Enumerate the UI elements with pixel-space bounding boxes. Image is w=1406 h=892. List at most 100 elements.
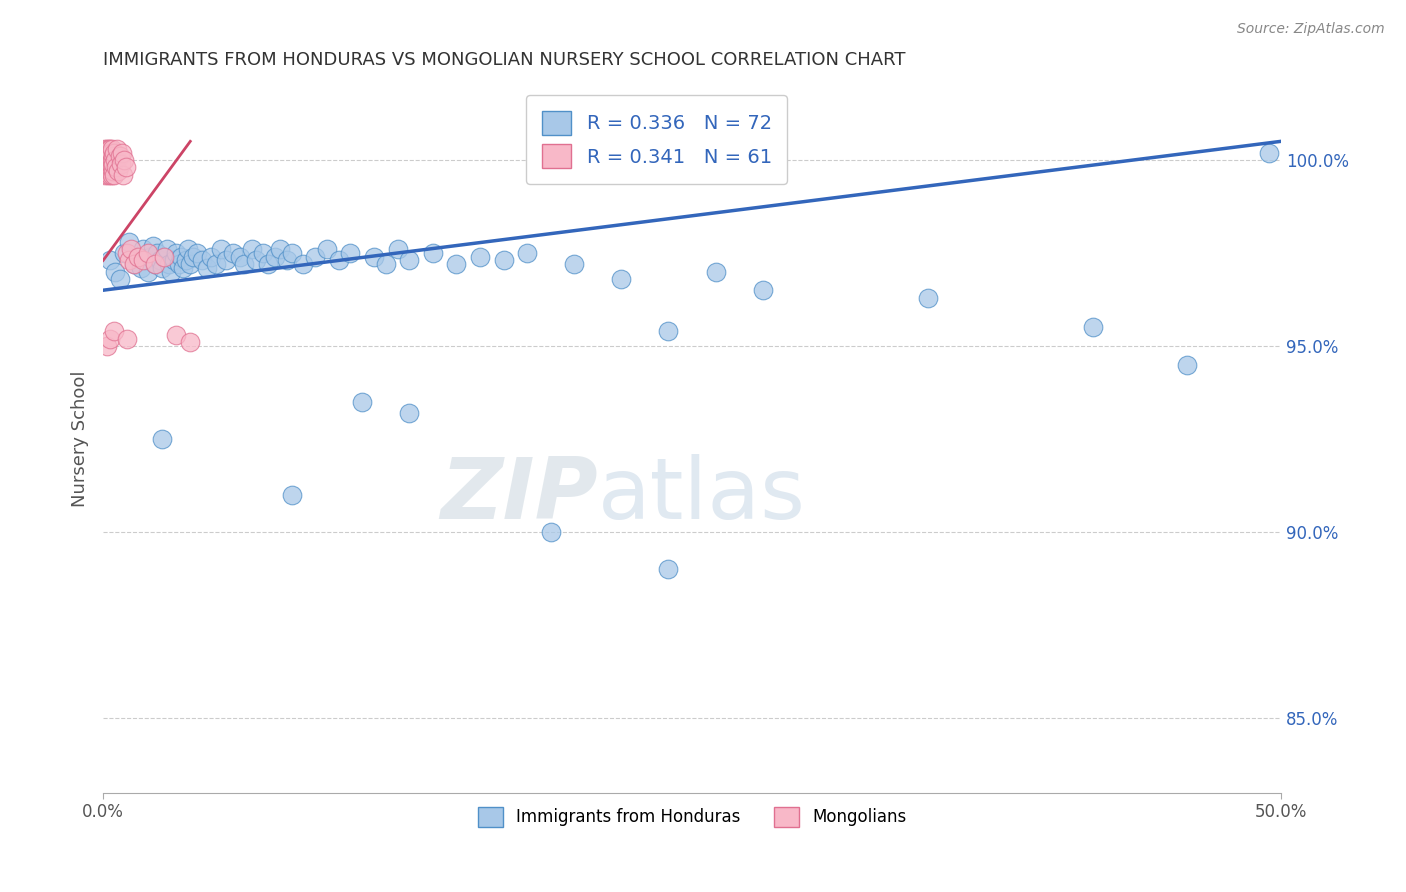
Point [179,257,201,271]
Point [468,250,491,264]
Point [374,257,396,271]
Point [96,161,118,175]
Point [174,253,197,268]
Point [142,238,165,252]
Point [446,257,468,271]
Point [112,153,135,167]
Point [94,142,117,156]
Point [105,161,128,175]
Point [229,250,252,264]
Point [107,164,129,178]
Point [96,142,118,156]
Point [100,164,122,178]
Text: atlas: atlas [598,454,806,537]
Point [101,161,124,175]
Point [100,145,122,160]
Point [240,242,263,256]
Point [103,324,125,338]
Point [135,253,157,268]
Point [98,145,121,160]
Point [103,145,125,160]
Point [94,149,117,163]
Point [143,257,166,271]
Point [165,327,187,342]
Point [97,161,120,175]
Point [233,257,256,271]
Point [100,168,122,182]
Point [93,145,115,160]
Point [363,250,385,264]
Point [104,153,127,167]
Point [94,161,117,175]
Point [94,156,117,170]
Point [177,242,200,256]
Point [276,253,298,268]
Point [292,257,315,271]
Point [96,149,118,163]
Point [398,406,420,420]
Point [153,250,176,264]
Point [181,250,204,264]
Point [118,253,141,268]
Point [245,253,267,268]
Point [157,257,180,271]
Point [143,257,166,271]
Point [112,168,135,182]
Point [127,250,149,264]
Point [704,264,727,278]
Point [269,242,291,256]
Point [101,164,124,178]
Point [97,153,120,167]
Point [150,260,173,275]
Point [114,161,136,175]
Point [339,246,361,260]
Point [100,149,122,163]
Point [186,246,208,260]
Point [97,142,120,156]
Point [562,257,585,271]
Point [105,142,128,156]
Point [150,432,173,446]
Point [751,283,773,297]
Point [139,250,162,264]
Point [98,253,121,268]
Point [111,145,134,160]
Point [98,161,121,175]
Point [657,562,679,576]
Point [179,335,201,350]
Point [422,246,444,260]
Point [304,250,326,264]
Point [94,168,117,182]
Point [328,253,350,268]
Text: ZIP: ZIP [440,454,598,537]
Point [280,246,302,260]
Point [127,250,149,264]
Point [221,246,243,260]
Point [101,142,124,156]
Point [516,246,538,260]
Point [387,242,409,256]
Point [97,145,120,160]
Point [610,272,633,286]
Point [149,253,172,268]
Point [100,142,122,156]
Point [191,253,214,268]
Point [170,250,193,264]
Point [101,149,124,163]
Point [103,156,125,170]
Point [93,153,115,167]
Point [540,525,562,540]
Point [129,260,152,275]
Point [101,153,124,167]
Point [200,250,222,264]
Point [252,246,274,260]
Point [96,156,118,170]
Point [136,264,159,278]
Point [98,149,121,163]
Point [97,164,120,178]
Point [156,242,179,256]
Text: Source: ZipAtlas.com: Source: ZipAtlas.com [1237,22,1385,37]
Point [167,257,190,271]
Point [195,260,218,275]
Point [316,242,339,256]
